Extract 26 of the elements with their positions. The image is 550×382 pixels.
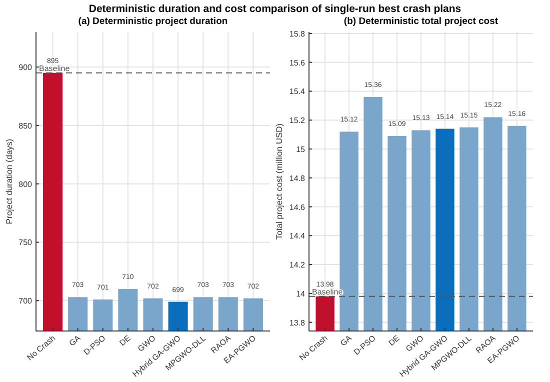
y-tick-label: 14.2 <box>289 260 306 270</box>
x-tick-label: GA <box>338 333 354 348</box>
ref-line-label: Baseline <box>39 64 70 73</box>
y-tick-label: 14.8 <box>289 174 306 183</box>
y-tick-label: 850 <box>18 121 33 130</box>
chart-title: (b) Deterministic total project cost <box>344 16 499 27</box>
y-tick-label: 15.6 <box>289 58 306 68</box>
y-tick-label: 15.4 <box>289 87 306 96</box>
y-axis-title: Total project cost (million USD) <box>274 123 284 240</box>
y-tick-label: 15.8 <box>289 29 306 38</box>
y-axis-title: Project duration (days) <box>4 138 14 224</box>
x-tick-label: DE <box>118 334 132 348</box>
text: Deterministic duration and cost comparison of single-run best crash plans <box>88 3 462 15</box>
y-tick-label: 15.2 <box>289 116 306 126</box>
chart-title: (a) Deterministic project duration <box>78 16 228 27</box>
y-tick-label: 14.6 <box>289 202 306 212</box>
y-tick-label: 800 <box>18 180 33 189</box>
y-tick-label: 900 <box>18 63 33 72</box>
y-tick-label: 14.4 <box>289 232 306 241</box>
x-tick-label: DE <box>386 334 402 348</box>
y-tick-label: 14 <box>296 289 306 298</box>
y-tick-label: 700 <box>18 296 33 306</box>
x-tick-label: GA <box>67 333 83 348</box>
y-tick-label: 13.8 <box>289 318 306 328</box>
y-tick-label: 15 <box>296 145 306 154</box>
y-tick-label: 750 <box>18 238 33 248</box>
